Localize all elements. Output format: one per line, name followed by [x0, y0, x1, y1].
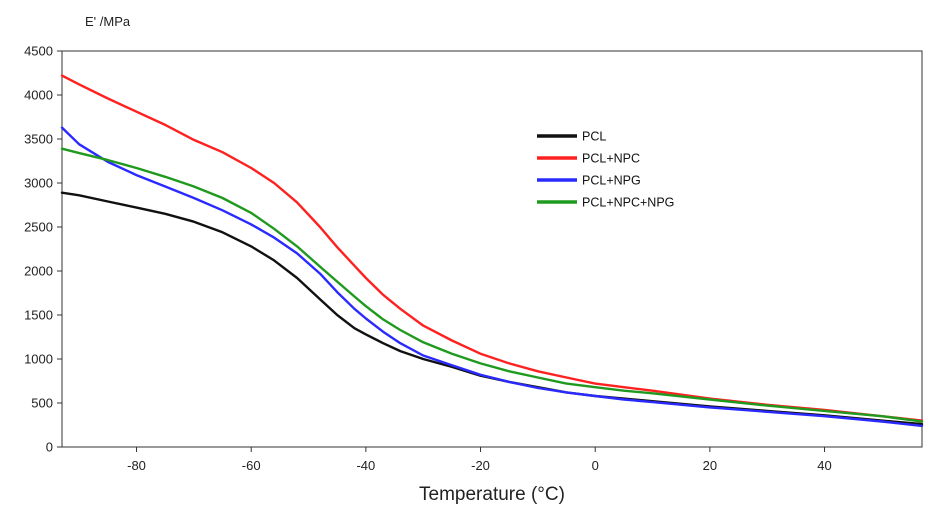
- series-line-pcl-npc: [60, 74, 924, 422]
- x-tick-label: -20: [471, 458, 490, 473]
- x-tick-label: 0: [592, 458, 599, 473]
- y-tick-label: 4500: [24, 44, 53, 59]
- x-tick-label: 20: [703, 458, 717, 473]
- series-line-pcl-npc-npg: [60, 147, 924, 423]
- series-lines: [60, 74, 924, 428]
- y-tick-label: 1500: [24, 308, 53, 323]
- series-line-pcl-npg: [60, 126, 924, 428]
- y-axis-label: E' /MPa: [85, 14, 131, 29]
- plot-frame: [61, 50, 923, 448]
- legend-label: PCL+NPG: [582, 174, 641, 188]
- x-tick-label: 40: [817, 458, 831, 473]
- y-tick-label: 3000: [24, 176, 53, 191]
- series-line-pcl: [60, 191, 924, 426]
- legend-label: PCL: [582, 130, 606, 144]
- y-tick-label: 4000: [24, 88, 53, 103]
- x-axis-label: Temperature (°C): [419, 484, 565, 505]
- y-tick-label: 2000: [24, 264, 53, 279]
- legend-label: PCL+NPC+NPG: [582, 196, 674, 210]
- legend-label: PCL+NPC: [582, 152, 640, 166]
- x-tick-label: -60: [242, 458, 261, 473]
- y-tick-label: 1000: [24, 352, 53, 367]
- x-tick-label: -40: [356, 458, 375, 473]
- plot-border: [61, 50, 923, 448]
- y-tick-label: 0: [46, 440, 53, 455]
- y-axis: 0 500 1000 1500 2000 2500 3000 3500 4000 4500: [24, 44, 62, 455]
- y-tick-label: 500: [31, 396, 53, 411]
- y-tick-label: 3500: [24, 132, 53, 147]
- x-axis: -80 -60 -40 -20 0 20 40: [127, 447, 832, 473]
- x-tick-label: -80: [127, 458, 146, 473]
- legend: PCL PCL+NPC PCL+NPG PCL+NPC+NPG: [537, 130, 674, 210]
- y-tick-label: 2500: [24, 220, 53, 235]
